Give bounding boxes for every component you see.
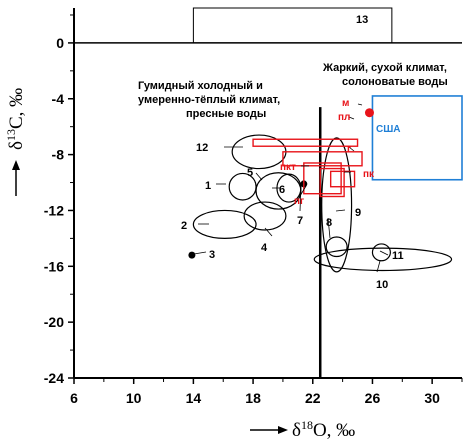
field-label-7: 7 [297, 215, 303, 227]
leader-line [348, 116, 355, 120]
y-tick-label: -24 [44, 370, 64, 386]
field-10 [313, 247, 453, 272]
leader-line [379, 250, 389, 256]
field-label-11: 11 [392, 250, 404, 262]
x-axis-arrow [250, 426, 288, 434]
arid-note-line: солоноватые воды [342, 76, 448, 88]
field-label-13: 13 [356, 14, 368, 26]
y-tick-label: -20 [44, 314, 64, 330]
red-point-м [364, 108, 374, 118]
red-field-пкт [303, 162, 342, 195]
leader-line [348, 146, 355, 152]
x-tick-label: 6 [70, 390, 78, 406]
red-field-пк [329, 170, 356, 188]
field-8 [325, 236, 348, 258]
x-tick-label: 22 [305, 390, 321, 406]
field-label-10: 10 [376, 279, 388, 291]
red-label-пг: пг [294, 196, 304, 207]
y-tick-label: -16 [44, 258, 64, 274]
x-tick-label: 26 [365, 390, 381, 406]
field-label-3: 3 [209, 249, 215, 261]
humid-note-line: пресные воды [186, 108, 266, 120]
point-3 [188, 251, 196, 259]
leader-line [357, 103, 363, 106]
red-label-пл: пл [338, 112, 350, 123]
arid-note-line: Жаркий, сухой климат, [322, 62, 447, 74]
field-label-6: 6 [279, 184, 285, 196]
field-label-4: 4 [261, 242, 268, 254]
y-axis-label: δ13C, ‰ [4, 88, 27, 150]
leader-line [264, 227, 273, 237]
field-label-12: 12 [196, 142, 208, 154]
x-tick-label: 18 [245, 390, 261, 406]
leader-line [327, 217, 331, 239]
x-tick-label: 10 [126, 390, 142, 406]
leader-line [376, 260, 381, 273]
y-axis-arrow [12, 160, 20, 196]
red-label-м: м [342, 98, 349, 109]
x-tick-label: 30 [424, 390, 440, 406]
red-label-пкт: пкт [280, 162, 296, 173]
y-tick-label: 0 [56, 35, 64, 51]
x-tick-label: 14 [186, 390, 202, 406]
field-2 [192, 209, 257, 239]
usa-label: США [376, 124, 401, 135]
field-label-8: 8 [326, 217, 332, 229]
leader-line [193, 251, 207, 255]
leader-line [299, 185, 307, 197]
y-tick-label: -8 [52, 147, 65, 163]
red-field-г [282, 151, 363, 167]
field-12 [231, 134, 287, 170]
red-field-пг [319, 167, 345, 198]
usa-field [371, 95, 463, 181]
field-label-5: 5 [247, 167, 253, 179]
red-label-пк: пк [363, 169, 375, 180]
y-tick-label: -12 [44, 202, 64, 218]
field-13 [192, 7, 393, 44]
humid-note-line: Гумидный холодный и [138, 80, 263, 92]
field-11 [371, 243, 391, 262]
field-9 [321, 137, 353, 273]
field-label-2: 2 [181, 220, 187, 232]
field-4 [243, 201, 287, 231]
x-axis-label: δ18O, ‰ [292, 418, 355, 441]
y-tick-label: -4 [52, 91, 65, 107]
leader-line [299, 185, 302, 212]
leader-line [335, 209, 346, 212]
leader-line [255, 172, 263, 181]
humid-note-line: умеренно-тёплый климат, [138, 94, 280, 106]
field-label-1: 1 [205, 180, 211, 192]
red-label-г: г [347, 144, 351, 155]
field-label-9: 9 [355, 207, 361, 219]
red-field-пл [252, 138, 359, 147]
